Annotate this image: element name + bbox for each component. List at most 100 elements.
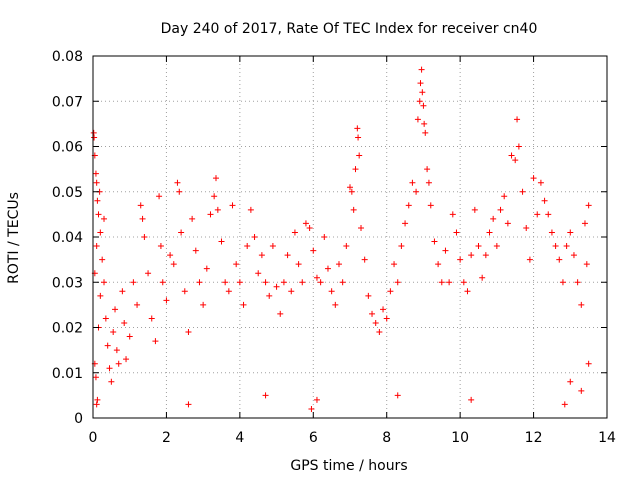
data-point: [515, 143, 522, 150]
data-point: [464, 288, 471, 295]
data-point: [585, 360, 592, 367]
data-point: [398, 243, 405, 250]
data-point: [156, 193, 163, 200]
data-point: [419, 89, 426, 96]
data-point: [229, 202, 236, 209]
data-point: [185, 401, 192, 408]
data-point: [247, 206, 254, 213]
data-point: [352, 166, 359, 173]
data-point: [567, 229, 574, 236]
data-point: [218, 238, 225, 245]
data-point: [514, 116, 521, 123]
data-point: [339, 279, 346, 286]
data-point: [585, 202, 592, 209]
data-point: [299, 279, 306, 286]
data-point: [468, 252, 475, 259]
data-point: [376, 329, 383, 336]
data-point: [427, 202, 434, 209]
data-point: [387, 288, 394, 295]
data-point: [519, 188, 526, 195]
data-point: [99, 256, 106, 263]
data-point: [101, 215, 108, 222]
data-point: [508, 152, 515, 159]
data-point: [152, 338, 159, 345]
data-point: [424, 166, 431, 173]
data-point: [328, 288, 335, 295]
data-point: [266, 292, 273, 299]
data-point: [119, 288, 126, 295]
data-point: [355, 134, 362, 141]
data-point: [523, 224, 530, 231]
data-point: [130, 279, 137, 286]
data-point: [372, 319, 379, 326]
data-point: [148, 315, 155, 322]
data-point: [442, 247, 449, 254]
data-point: [284, 252, 291, 259]
data-point: [534, 211, 541, 218]
data-point: [92, 374, 99, 381]
data-point: [207, 211, 214, 218]
data-point: [113, 347, 120, 354]
data-point: [262, 392, 269, 399]
chart-title: Day 240 of 2017, Rate Of TEC Index for r…: [161, 21, 538, 37]
data-point: [422, 129, 429, 136]
data-point: [211, 193, 218, 200]
data-point: [123, 356, 130, 363]
data-point: [581, 220, 588, 227]
data-point: [421, 120, 428, 127]
data-point: [115, 360, 122, 367]
data-point: [108, 378, 115, 385]
data-point: [493, 243, 500, 250]
x-axis-label: GPS time / hours: [290, 458, 407, 474]
data-point: [453, 229, 460, 236]
data-point: [313, 274, 320, 281]
data-point: [214, 206, 221, 213]
data-point: [269, 243, 276, 250]
data-point: [414, 116, 421, 123]
data-point: [335, 261, 342, 268]
data-point: [104, 342, 111, 349]
data-point: [159, 279, 166, 286]
data-point: [405, 202, 412, 209]
data-point: [563, 243, 570, 250]
data-point: [277, 310, 284, 317]
data-point: [545, 211, 552, 218]
data-point: [417, 80, 424, 87]
data-point: [537, 179, 544, 186]
data-point: [93, 401, 100, 408]
axis-ticks: [92, 55, 608, 419]
data-point: [471, 206, 478, 213]
data-point: [97, 292, 104, 299]
data-point: [413, 188, 420, 195]
data-point: [431, 238, 438, 245]
data-point: [567, 378, 574, 385]
data-point: [313, 396, 320, 403]
grid: [93, 56, 607, 418]
y-tick-label: 0.04: [52, 230, 83, 246]
y-tick-labels: 0 0.01 0.02 0.03 0.04 0.05 0.06 0.07 0.08: [52, 49, 83, 427]
y-tick-label: 0.03: [52, 275, 83, 291]
data-point: [347, 184, 353, 191]
data-point: [552, 243, 559, 250]
data-point: [192, 247, 199, 254]
data-point: [578, 301, 585, 308]
data-point: [93, 243, 100, 250]
x-tick-labels: 0 2 4 6 8 10 12 14: [89, 430, 616, 446]
data-point: [348, 188, 355, 195]
data-point: [189, 215, 196, 222]
data-point: [356, 152, 363, 159]
data-point: [157, 243, 164, 250]
data-point: [420, 102, 427, 109]
data-point: [222, 279, 229, 286]
data-point: [449, 211, 456, 218]
data-point: [526, 256, 533, 263]
data-point: [556, 256, 563, 263]
data-point: [262, 279, 269, 286]
data-point: [460, 279, 467, 286]
data-point: [321, 234, 328, 240]
data-point: [475, 243, 482, 250]
data-point: [358, 224, 365, 231]
data-point: [91, 134, 98, 141]
data-point: [236, 279, 243, 286]
